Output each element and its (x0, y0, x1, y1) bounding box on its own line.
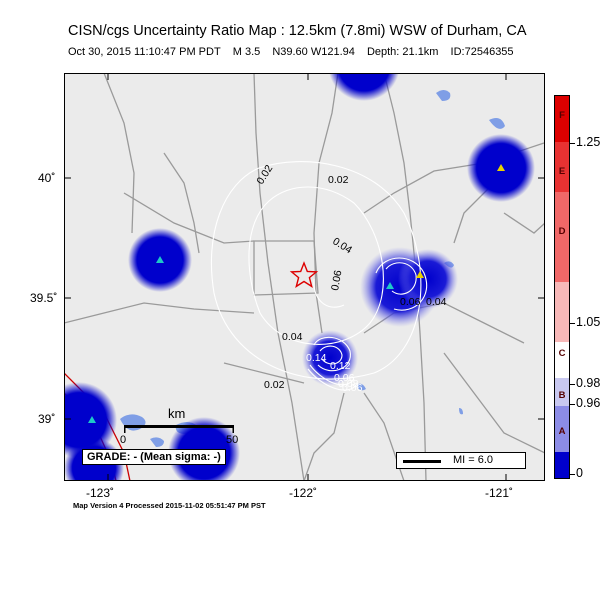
uncertainty-colorbar: F E D C B A (554, 95, 570, 479)
contour-label: 0.08 (338, 378, 359, 390)
contour-label: 0.06 (329, 269, 344, 291)
colorbar-tick: 1.05 (576, 315, 601, 329)
colorbar-letter: C (558, 348, 566, 359)
scale-end: 50 (226, 434, 238, 446)
colorbar-letter: F (559, 110, 565, 121)
contour-label: 0.04 (282, 331, 303, 343)
colorbar-letter: B (558, 390, 566, 401)
map-version-footer: Map Version 4 Processed 2015-11-02 05:51… (73, 501, 266, 510)
station-markers (88, 164, 505, 423)
contour-label: 0.02 (264, 379, 285, 391)
colorbar-tick: 0.98 (576, 376, 601, 390)
station-marker (156, 256, 164, 263)
lon-label: -122˚ (289, 486, 318, 500)
county-roads (64, 73, 545, 481)
colorbar-letter: E (558, 166, 566, 177)
event-datetime: Oct 30, 2015 11:10:47 PM PDT (68, 46, 221, 58)
scale-bar: km 0 50 (120, 406, 238, 446)
colorbar-tick: 0.96 (576, 396, 601, 410)
contour-label: 0.06 (334, 372, 355, 384)
mi-line-icon (403, 460, 441, 463)
station-marker (416, 271, 424, 278)
event-depth: Depth: 21.1km (366, 46, 439, 58)
event-magnitude: M 3.5 (232, 46, 261, 58)
scale-start: 0 (120, 434, 126, 446)
uncertainty-contours (210, 161, 428, 391)
contour-label: 0.02 (328, 174, 349, 186)
lat-label: 39˚ (38, 412, 56, 426)
colorbar-letter: A (558, 426, 566, 437)
contour-label: 0.04 (330, 235, 354, 256)
contour-label: 0.04 (426, 296, 447, 308)
scale-unit: km (168, 406, 185, 421)
contour-label: 0.14 (306, 352, 327, 364)
event-id: ID:72546355 (450, 46, 514, 58)
map-title: CISN/cgs Uncertainty Ratio Map : 12.5km … (68, 23, 527, 39)
colorbar-tick: 0 (576, 466, 583, 480)
station-marker (88, 416, 96, 423)
uncertainty-map[interactable]: 0.02 0.02 0.04 0.06 0.04 0.02 0.14 0.12 … (64, 73, 545, 481)
mi-legend: MI = 6.0 (396, 452, 526, 469)
contour-label: 0.06 (342, 382, 363, 394)
colorbar-tick: 1.25 (576, 135, 601, 149)
station-marker (497, 164, 505, 171)
event-info: Oct 30, 2015 11:10:47 PM PDT M 3.5 N39.6… (68, 46, 523, 58)
contour-label: 0.02 (254, 163, 275, 187)
lat-label: 40˚ (38, 171, 56, 185)
event-location: N39.60 W121.94 (272, 46, 355, 58)
station-marker (386, 282, 394, 289)
colorbar-letter: D (558, 226, 566, 237)
contour-label: 0.06 (400, 296, 421, 308)
frame-ticks (64, 73, 545, 481)
contour-label: 0.12 (330, 360, 351, 372)
lon-label: -121˚ (485, 486, 514, 500)
epicenter-star-icon (289, 261, 319, 288)
lat-label: 39.5˚ (30, 291, 58, 305)
lon-label: -123˚ (86, 486, 115, 500)
contour-label-group: 0.02 0.02 0.04 0.06 0.04 0.02 0.14 0.12 … (254, 163, 446, 394)
mi-label: MI = 6.0 (453, 454, 494, 466)
grade-box: GRADE: - (Mean sigma: -) (82, 449, 226, 465)
